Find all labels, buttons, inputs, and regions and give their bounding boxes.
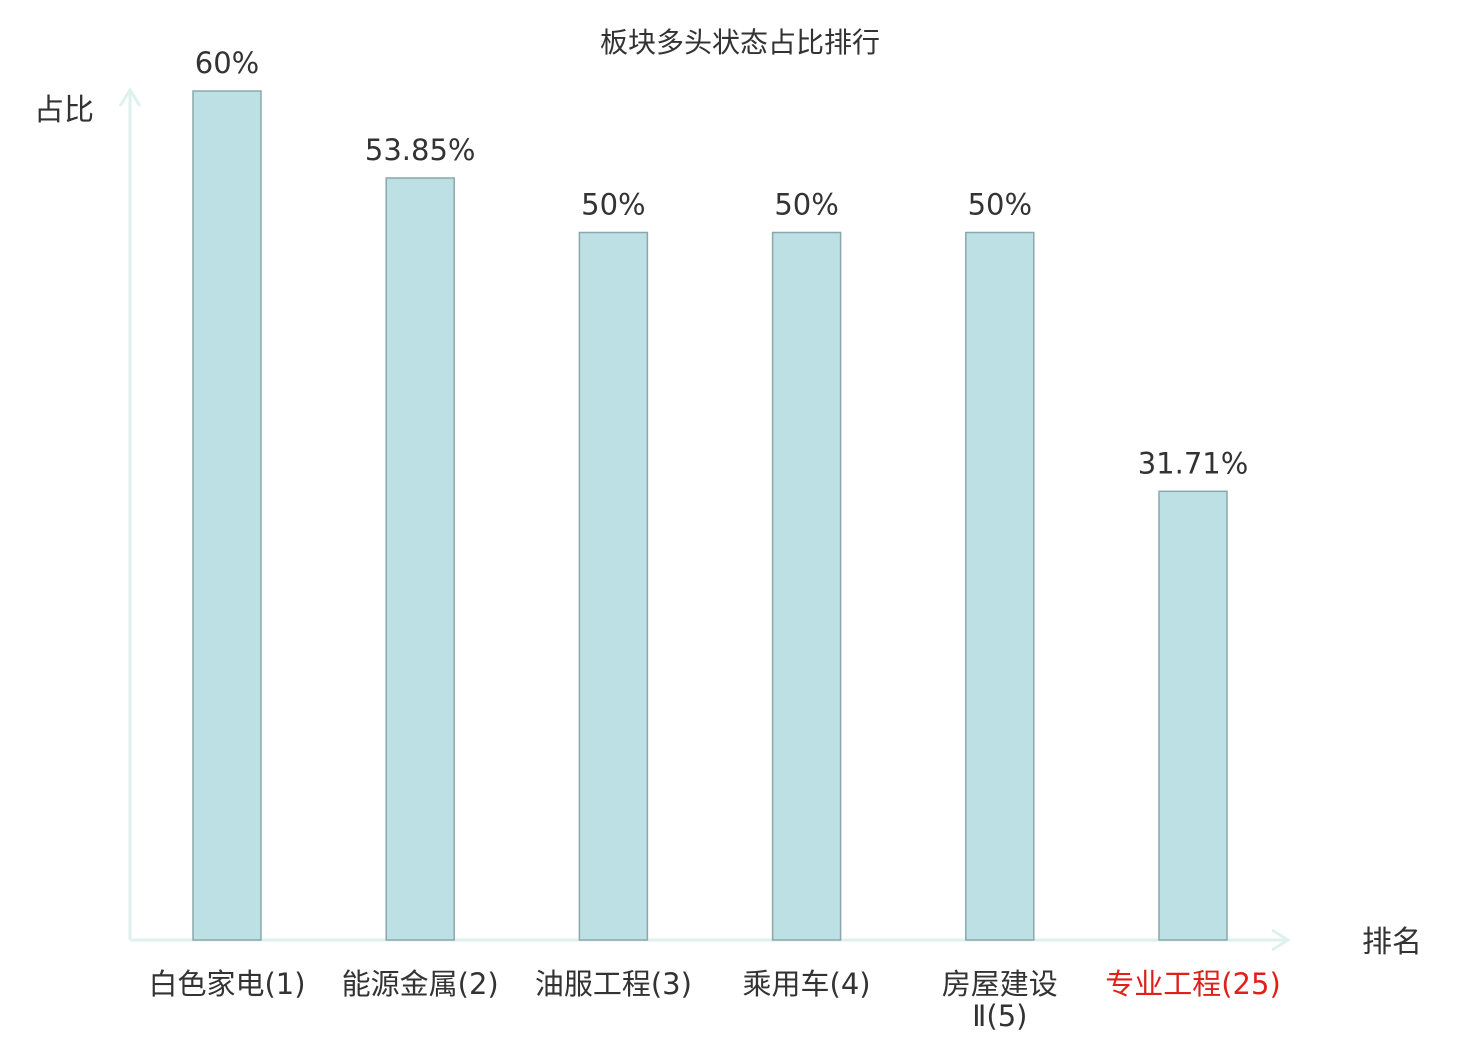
- bar-1: [192, 90, 262, 941]
- value-label-5: 50%: [968, 188, 1032, 222]
- bar-3: [578, 231, 649, 941]
- bar-2: [385, 177, 455, 941]
- bar-4: [771, 231, 842, 941]
- category-labels-group: 白色家电(1) 能源金属(2) 油服工程(3) 乘用车(4) 房屋建设 Ⅱ(5) 专业工程(…: [148, 967, 1280, 1033]
- value-label-1: 60%: [195, 46, 259, 80]
- category-label-1: 白色家电(1): [148, 967, 305, 1001]
- category-label-line: 油服工程(3): [535, 967, 692, 1001]
- bar-5: [965, 231, 1035, 941]
- category-label-4: 乘用车(4): [743, 967, 871, 1001]
- category-label-line: 能源金属(2): [342, 967, 499, 1001]
- axes: [118, 87, 1291, 952]
- category-label-2: 能源金属(2): [342, 967, 499, 1001]
- value-label-6: 31.71%: [1138, 446, 1249, 480]
- category-label-6: 专业工程(25): [1105, 967, 1281, 1001]
- bars-group: [192, 90, 1228, 941]
- category-label-line: 乘用车(4): [743, 967, 871, 1001]
- category-label-line: 白色家电(1): [148, 967, 305, 1001]
- value-label-3: 50%: [581, 188, 645, 222]
- x-axis-label: 排名: [1362, 925, 1422, 960]
- category-label-line: 房屋建设: [942, 967, 1058, 1001]
- category-label-5: 房屋建设 Ⅱ(5): [942, 967, 1058, 1033]
- category-label-3: 油服工程(3): [535, 967, 692, 1001]
- value-label-2: 53.85%: [365, 133, 476, 167]
- y-axis-label: 占比: [34, 93, 94, 128]
- category-label-line: 专业工程(25): [1105, 967, 1281, 1001]
- x-axis-arrow-icon: [1271, 928, 1291, 952]
- category-label-line: Ⅱ(5): [972, 999, 1027, 1033]
- chart-title: 板块多头状态占比排行: [600, 26, 880, 59]
- value-labels-group: 60% 53.85% 50% 50% 50% 31.71%: [195, 46, 1249, 480]
- value-label-4: 50%: [774, 188, 838, 222]
- y-axis-arrow-icon: [118, 87, 142, 107]
- bar-6: [1158, 490, 1228, 941]
